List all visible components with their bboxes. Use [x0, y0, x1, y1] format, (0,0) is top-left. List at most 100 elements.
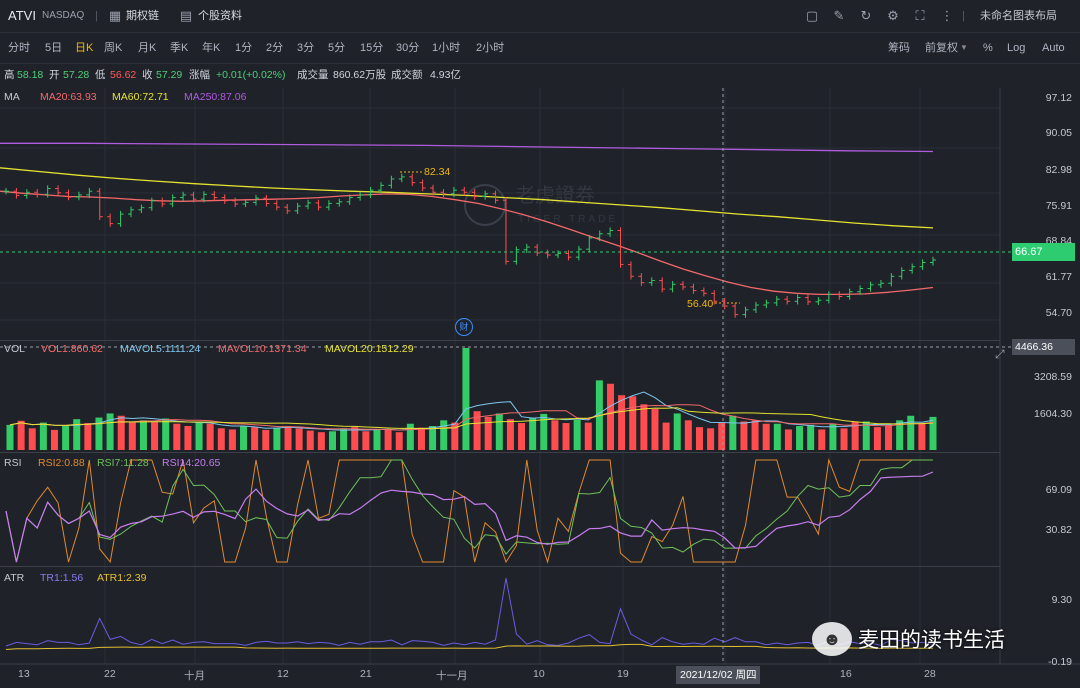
period-tab-4[interactable]: 月K [138, 42, 157, 54]
volume-bar [128, 422, 136, 450]
volume-bar [306, 430, 314, 450]
rsi-tick: 30.82 [1045, 524, 1072, 536]
close-value: 57.29 [156, 69, 183, 81]
pencil-icon[interactable]: ✎ [833, 8, 845, 23]
volume-bar [473, 411, 481, 450]
volume-bar [340, 428, 348, 450]
vol-legend-name[interactable]: VOL [4, 343, 26, 355]
volume-bar [873, 427, 881, 450]
open-value: 57.28 [63, 69, 90, 81]
period-tab-12[interactable]: 30分 [396, 42, 420, 54]
ma60-legend: MA60:72.71 [112, 91, 169, 103]
settings-icon[interactable]: ⚙ [887, 8, 899, 23]
watermark-text: 老虎證券 [515, 184, 595, 207]
volume-bar [662, 422, 670, 450]
amount-label: 成交额 [391, 69, 423, 81]
volume-bar [440, 420, 448, 450]
volume-bar [862, 421, 870, 450]
chevron-down-icon[interactable]: ▼ [960, 43, 968, 52]
volume-bar [84, 423, 92, 450]
period-tab-2[interactable]: 日K [75, 42, 94, 54]
volume-bar [740, 421, 748, 450]
indicator-lines [5, 458, 934, 650]
ma-line-ma250 [0, 142, 934, 153]
x-tick: 12 [277, 668, 289, 680]
atr-legend-name[interactable]: ATR [4, 572, 25, 584]
current-price-tag: 66.67 [1012, 243, 1075, 261]
period-tab-14[interactable]: 2小时 [476, 42, 505, 54]
volume-bar [62, 426, 70, 450]
volume-bar [251, 427, 259, 450]
finance-event-icon[interactable]: 财 [455, 318, 473, 336]
volume-bar [829, 423, 837, 450]
volume-bar [518, 423, 526, 450]
low-marker: 56.40 [687, 298, 714, 310]
candlesticks [3, 173, 936, 318]
symbol-title[interactable]: ATVI [8, 8, 36, 23]
volume-bar [896, 420, 904, 450]
vol1-legend: VOL1:860.62 [41, 343, 103, 355]
low-value: 56.62 [110, 69, 137, 81]
layout-name[interactable]: 未命名图表布局 [980, 10, 1057, 22]
volume-bar [907, 415, 915, 450]
volume-bar [584, 422, 592, 450]
period-tab-11[interactable]: 15分 [360, 42, 384, 54]
ma-legend-name[interactable]: MA [4, 91, 20, 103]
volume-bar [351, 427, 359, 450]
high-marker: 82.34 [424, 166, 451, 178]
period-tab-9[interactable]: 3分 [297, 42, 315, 54]
price-tick: 90.05 [1045, 127, 1072, 139]
ma-line-ma20 [0, 190, 934, 296]
ma20-legend: MA20:63.93 [40, 91, 97, 103]
low-label: 低 [95, 69, 106, 81]
options-chain-button[interactable]: 期权链 [126, 10, 159, 22]
volume-bar [429, 426, 437, 450]
auto-toggle[interactable]: Auto [1042, 42, 1065, 54]
mavol5-legend: MAVOL5:1111.24 [120, 343, 201, 355]
company-info-button[interactable]: 个股资料 [198, 10, 242, 22]
volume-bar [317, 432, 325, 450]
period-tab-1[interactable]: 5日 [45, 42, 63, 54]
chips-button[interactable]: 筹码 [888, 42, 910, 54]
period-tab-5[interactable]: 季K [170, 42, 189, 54]
volume-bar [73, 419, 81, 450]
x-tick: 13 [18, 668, 30, 680]
volume-bar [751, 420, 759, 450]
period-tab-6[interactable]: 年K [202, 42, 221, 54]
vol-tick: 3208.59 [1034, 371, 1072, 383]
mavol-line-20 [9, 407, 934, 430]
volume-bar [139, 420, 147, 450]
volume-bar [373, 429, 381, 450]
percent-toggle[interactable]: % [983, 42, 993, 54]
volume-bar [228, 429, 236, 450]
panel-separator-price [0, 340, 1000, 341]
period-tab-10[interactable]: 5分 [328, 42, 346, 54]
price-tick: 54.70 [1045, 307, 1072, 319]
rsi2-line [5, 458, 933, 564]
tr1-line [5, 578, 934, 647]
volume-bar [562, 423, 570, 450]
adjust-dropdown[interactable]: 前复权 [925, 42, 958, 54]
company-info-icon: ▤ [179, 8, 193, 23]
rsi-legend-name[interactable]: RSI [4, 457, 22, 469]
volume-bar [17, 420, 25, 450]
log-toggle[interactable]: Log [1007, 42, 1026, 54]
volume-bar [707, 428, 715, 450]
period-tab-3[interactable]: 周K [104, 42, 123, 54]
period-tab-8[interactable]: 2分 [266, 42, 284, 54]
period-tab-0[interactable]: 分时 [8, 42, 30, 54]
volume-bar [673, 413, 681, 450]
watermark-subtext: TIGER TRADE [518, 214, 618, 225]
refresh-icon[interactable]: ↻ [860, 8, 872, 23]
period-tab-7[interactable]: 1分 [235, 42, 253, 54]
volume-bar [629, 396, 637, 450]
rsi14-legend: RSI14:20.65 [162, 457, 221, 469]
more-icon[interactable]: ⋮ [940, 8, 954, 23]
chart-draw-icon[interactable]: ▢ [805, 8, 819, 23]
volume-bar [607, 383, 615, 450]
fullscreen-icon[interactable]: ⛶ [915, 8, 925, 23]
period-tab-13[interactable]: 1小时 [432, 42, 461, 54]
open-label: 开 [49, 69, 60, 81]
volume-bar [206, 423, 214, 450]
